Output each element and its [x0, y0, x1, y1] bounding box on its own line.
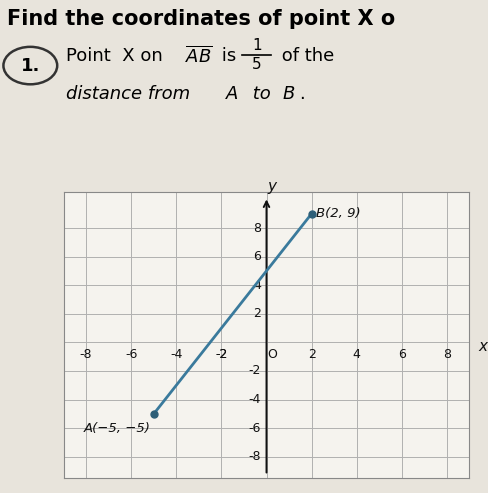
Text: 4: 4: [352, 348, 360, 361]
Text: 8: 8: [442, 348, 450, 361]
Text: -4: -4: [248, 393, 260, 406]
Text: 1: 1: [251, 38, 261, 53]
Text: of the: of the: [276, 47, 334, 65]
Text: distance from: distance from: [66, 85, 196, 103]
Text: is: is: [216, 47, 242, 65]
Text: 6: 6: [397, 348, 405, 361]
Text: -8: -8: [248, 450, 260, 463]
Text: Find the coordinates of point X o: Find the coordinates of point X o: [7, 9, 395, 30]
Text: -4: -4: [170, 348, 182, 361]
Text: -2: -2: [248, 364, 260, 378]
Text: O: O: [266, 348, 277, 361]
Text: B(2, 9): B(2, 9): [315, 207, 360, 220]
Text: $\overline{AB}$: $\overline{AB}$: [184, 46, 212, 67]
Text: -2: -2: [215, 348, 227, 361]
Text: 6: 6: [252, 250, 260, 263]
Text: -2: -2: [215, 348, 227, 361]
Text: 4: 4: [252, 279, 260, 292]
Text: 2: 2: [307, 348, 315, 361]
Text: 1.: 1.: [20, 57, 40, 74]
Text: .: .: [299, 85, 305, 103]
Text: B: B: [282, 85, 294, 103]
Text: 5: 5: [251, 57, 261, 72]
Text: A: A: [225, 85, 238, 103]
Text: y: y: [267, 178, 276, 194]
Text: Point  X on: Point X on: [66, 47, 168, 65]
Text: -6: -6: [248, 422, 260, 435]
Text: A(−5, −5): A(−5, −5): [83, 423, 150, 435]
Text: 2: 2: [252, 307, 260, 320]
Text: to: to: [246, 85, 276, 103]
Text: -6: -6: [125, 348, 137, 361]
Text: x: x: [477, 339, 487, 354]
Text: -8: -8: [80, 348, 92, 361]
Text: 8: 8: [252, 221, 260, 235]
